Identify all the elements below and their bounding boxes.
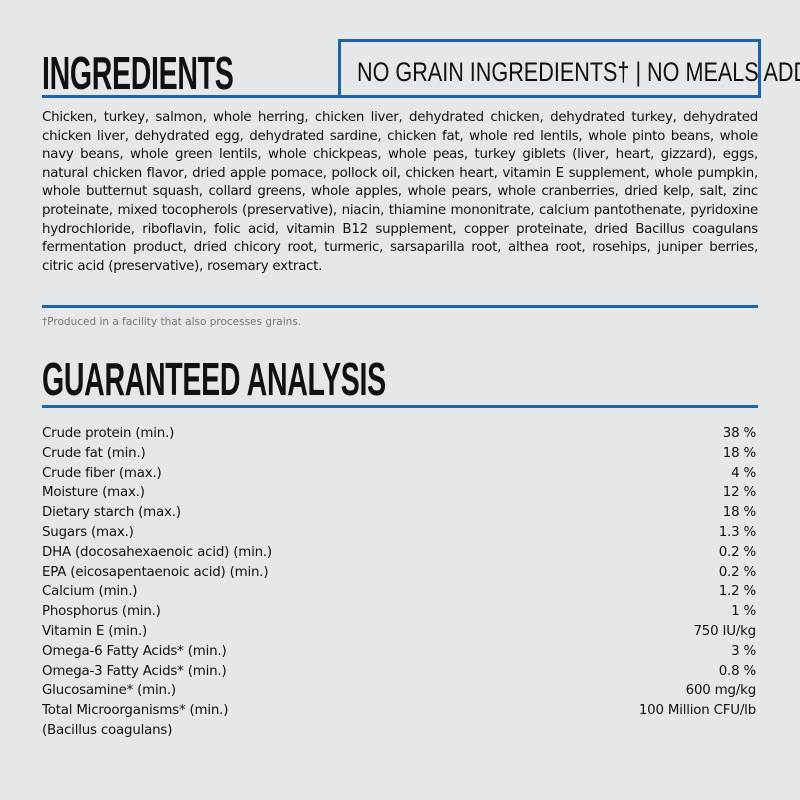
analysis-row: Dietary starch (max.) 18 %	[42, 503, 756, 523]
nutrient-label: Phosphorus (min.)	[42, 604, 161, 620]
no-grain-badge: NO GRAIN INGREDIENTS† | NO MEALS ADDED	[338, 39, 800, 98]
analysis-row: Crude fat (min.) 18 %	[42, 444, 756, 464]
nutrient-label: Vitamin E (min.)	[42, 623, 148, 639]
analysis-row: EPA (eicosapentaenoic acid) (min.) 0.2 %	[42, 563, 756, 583]
nutrient-label: Glucosamine* (min.)	[42, 683, 176, 699]
nutrient-label: Dietary starch (max.)	[42, 505, 181, 521]
badge-text: NO GRAIN INGREDIENTS† | NO MEALS ADDED	[357, 57, 800, 87]
analysis-row: DHA (docosahexaenoic acid) (min.) 0.2 %	[42, 543, 756, 563]
nutrient-value: 1.3 %	[718, 524, 756, 540]
analysis-row: Omega-3 Fatty Acids* (min.) 0.8 %	[42, 662, 756, 682]
nutrient-value: 100 Million CFU/lb	[638, 703, 756, 719]
analysis-table: Crude protein (min.) 38 % Crude fat (min.)…	[42, 424, 756, 741]
nutrient-label: DHA (docosahexaenoic acid) (min.)	[42, 544, 272, 560]
analysis-row: (Bacillus coagulans)	[42, 721, 756, 741]
nutrient-value: 12 %	[722, 485, 756, 501]
nutrient-value: 18 %	[722, 505, 756, 521]
analysis-row: Total Microorganisms* (min.) 100 Million …	[42, 701, 756, 721]
nutrient-value: 4 %	[731, 465, 756, 481]
nutrient-value: 18 %	[722, 445, 756, 461]
nutrient-value: 600 mg/kg	[685, 683, 757, 699]
divider	[42, 95, 758, 98]
nutrient-label: Crude fat (min.)	[42, 445, 146, 461]
nutrient-value: 1.2 %	[718, 584, 756, 600]
analysis-row: Crude fiber (max.) 4 %	[42, 464, 756, 484]
nutrient-label: Total Microorganisms* (min.)	[42, 703, 229, 719]
nutrient-label: Omega-3 Fatty Acids* (min.)	[42, 663, 227, 679]
nutrient-label: Crude fiber (max.)	[42, 465, 162, 481]
nutrient-label: Moisture (max.)	[42, 485, 145, 501]
analysis-row: Vitamin E (min.) 750 IU/kg	[42, 622, 756, 642]
divider	[42, 305, 758, 308]
nutrient-value: 0.2 %	[718, 564, 756, 580]
nutrient-label: Sugars (max.)	[42, 524, 134, 540]
nutrient-value: 1 %	[731, 604, 756, 620]
analysis-row: Crude protein (min.) 38 %	[42, 424, 756, 444]
ingredients-title: INGREDIENTS	[42, 47, 234, 99]
analysis-row: Omega-6 Fatty Acids* (min.) 3 %	[42, 642, 756, 662]
nutrient-label: Crude protein (min.)	[42, 426, 175, 441]
nutrient-label: EPA (eicosapentaenoic acid) (min.)	[42, 564, 269, 580]
divider	[42, 405, 758, 408]
ingredients-list: Chicken, turkey, salmon, whole herring, …	[42, 110, 758, 274]
nutrient-value: 750 IU/kg	[693, 623, 756, 639]
nutrient-label: Omega-6 Fatty Acids* (min.)	[42, 643, 227, 659]
analysis-row: Sugars (max.) 1.3 %	[42, 523, 756, 543]
analysis-row: Glucosamine* (min.) 600 mg/kg	[42, 681, 756, 701]
analysis-title: GUARANTEED ANALYSIS	[42, 353, 386, 405]
analysis-row: Phosphorus (min.) 1 %	[42, 602, 756, 622]
nutrient-label: Calcium (min.)	[42, 584, 138, 600]
nutrient-value: 0.2 %	[718, 544, 756, 560]
nutrient-value: 38 %	[722, 426, 756, 441]
nutrient-value: 3 %	[731, 643, 756, 659]
nutrient-label: (Bacillus coagulans)	[42, 722, 173, 738]
nutrient-value: 0.8 %	[718, 663, 756, 679]
footnote: †Produced in a facility that also proces…	[42, 316, 302, 328]
analysis-row: Moisture (max.) 12 %	[42, 483, 756, 503]
analysis-row: Calcium (min.) 1.2 %	[42, 582, 756, 602]
